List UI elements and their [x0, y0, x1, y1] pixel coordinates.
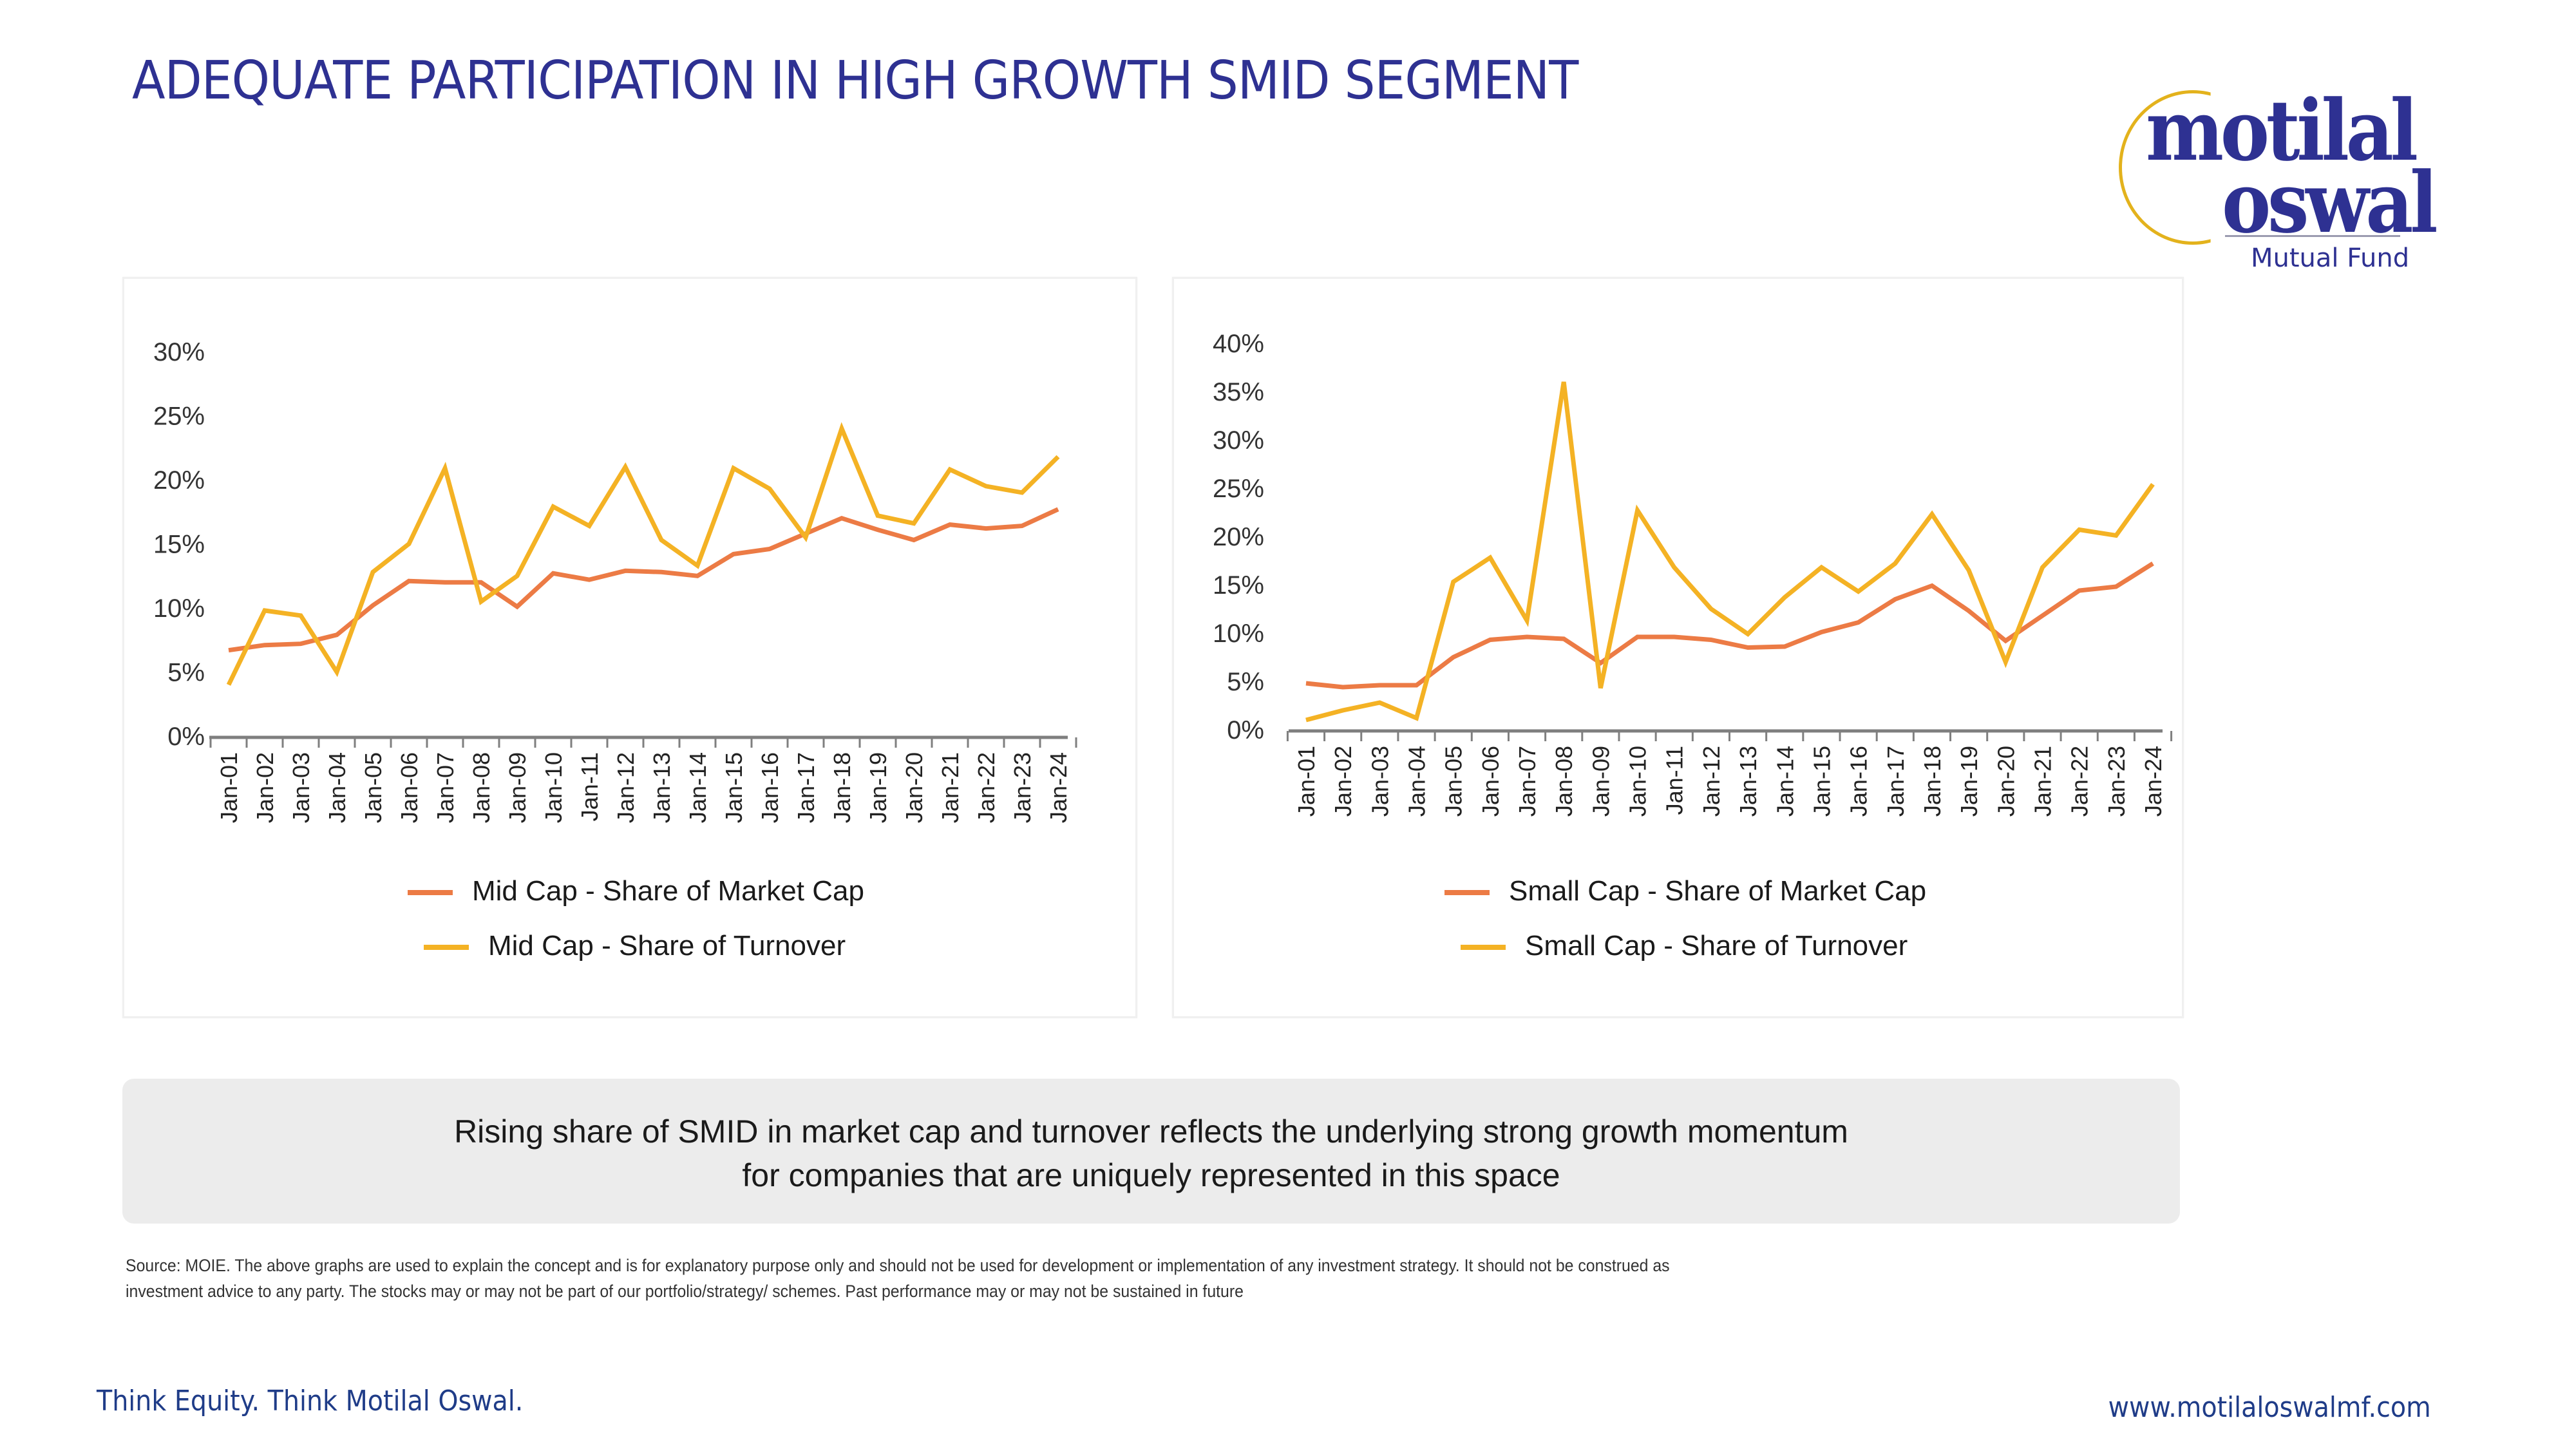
y-tick-label: 15% — [1213, 571, 1264, 600]
x-tick-label: Jan-02 — [252, 752, 278, 823]
y-tick-label: 30% — [153, 338, 205, 366]
y-tick-label: 25% — [1213, 475, 1264, 503]
small-cap-chart-panel: 0% 5% 10% 15% 20% 25% 30% 35% 40% Jan-01 Jan-02 Jan… — [1172, 277, 2184, 1018]
x-tick-label: Jan-23 — [1009, 752, 1036, 823]
logo-wordmark-line1: motilal — [2146, 81, 2418, 180]
x-tick-label: Jan-17 — [1882, 746, 1909, 817]
y-tick-label: 15% — [153, 531, 205, 559]
x-tick-label: Jan-19 — [865, 752, 891, 823]
x-tick-label: Jan-22 — [973, 752, 999, 823]
y-tick-label: 10% — [153, 594, 205, 623]
logo-divider — [2225, 235, 2400, 237]
x-tick-label: Jan-08 — [468, 752, 495, 823]
y-tick-label: 40% — [1213, 330, 1264, 358]
x-tick-label: Jan-07 — [432, 752, 459, 823]
x-tick-label: Jan-11 — [576, 752, 603, 821]
x-tick-label: Jan-19 — [1956, 746, 1982, 817]
x-tick-label: Jan-17 — [793, 752, 819, 823]
x-tick-label: Jan-13 — [1735, 746, 1761, 817]
market-cap-series-line — [228, 507, 1059, 653]
x-tick-label: Jan-24 — [1045, 752, 1072, 823]
legend-label: Small Cap - Share of Market Cap — [1509, 875, 1926, 907]
x-tick-label: Jan-22 — [2067, 746, 2093, 817]
market-cap-series-line — [1305, 562, 2154, 690]
x-tick-label: Jan-06 — [1477, 746, 1504, 817]
x-tick-label: Jan-15 — [1808, 746, 1835, 817]
y-tick-label: 20% — [153, 466, 205, 495]
disclaimer-line-1: Source: MOIE. The above graphs are used … — [126, 1256, 1670, 1275]
x-tick-label: Jan-05 — [1441, 746, 1467, 817]
x-tick-label: Jan-03 — [1367, 746, 1393, 817]
x-tick-label: Jan-08 — [1551, 746, 1577, 817]
x-tick-label: Jan-12 — [1698, 746, 1725, 817]
x-tick-label: Jan-18 — [1919, 746, 1946, 817]
x-tick-label: Jan-02 — [1330, 746, 1356, 817]
company-logo: motilal oswal Mutual Fund — [2112, 71, 2524, 283]
key-takeaway-callout: Rising share of SMID in market cap and t… — [122, 1079, 2180, 1224]
turnover-series-line — [226, 422, 1060, 686]
x-tick-label: Jan-09 — [504, 752, 531, 823]
x-tick-label: Jan-21 — [2029, 746, 2056, 817]
logo-subtitle: Mutual Fund — [2251, 243, 2410, 273]
x-tick-label: Jan-24 — [2140, 746, 2166, 817]
x-tick-label: Jan-14 — [685, 752, 711, 823]
x-tick-label: Jan-03 — [288, 752, 314, 823]
callout-line-2: for companies that are uniquely represen… — [742, 1157, 1560, 1193]
legend-label: Mid Cap - Share of Turnover — [488, 930, 846, 961]
x-tick-label: Jan-11 — [1662, 746, 1688, 815]
mid-cap-chart: 0% 5% 10% 15% 20% 25% 30% Jan-01 Jan-02 Jan-03 Jan… — [153, 338, 1077, 961]
x-tick-label: Jan-10 — [540, 752, 567, 823]
y-tick-label: 30% — [1213, 426, 1264, 455]
x-tick-label: Jan-18 — [829, 752, 855, 823]
x-tick-label: Jan-01 — [1293, 746, 1320, 817]
x-tick-label: Jan-16 — [757, 752, 783, 823]
legend-label: Small Cap - Share of Turnover — [1525, 930, 1908, 961]
x-tick-label: Jan-20 — [1993, 746, 2019, 817]
y-tick-label: 20% — [1213, 523, 1264, 551]
x-tick-label: Jan-12 — [612, 752, 639, 823]
x-tick-label: Jan-09 — [1587, 746, 1614, 817]
x-tick-label: Jan-16 — [1846, 746, 1872, 817]
y-tick-label: 35% — [1213, 378, 1264, 406]
y-tick-label: 5% — [167, 659, 205, 687]
turnover-series-line — [1305, 381, 2155, 723]
x-tick-label: Jan-21 — [937, 752, 963, 823]
footer-tagline: Think Equity. Think Motilal Oswal. — [97, 1385, 524, 1417]
slide-title: ADEQUATE PARTICIPATION IN HIGH GROWTH SM… — [132, 50, 1578, 111]
x-tick-label: Jan-04 — [324, 752, 350, 823]
x-tick-label: Jan-10 — [1625, 746, 1651, 817]
x-tick-label: Jan-13 — [649, 752, 675, 823]
y-tick-label: 0% — [1227, 716, 1264, 744]
x-tick-label: Jan-01 — [216, 752, 242, 823]
mid-cap-chart-panel: 0% 5% 10% 15% 20% 25% 30% Jan-01 Jan-02 Jan-03 Jan… — [122, 277, 1137, 1018]
x-tick-label: Jan-20 — [901, 752, 927, 823]
x-tick-label: Jan-06 — [396, 752, 422, 823]
x-tick-label: Jan-14 — [1772, 746, 1798, 817]
footer-website-link[interactable]: www.motilaloswalmf.com — [2108, 1391, 2431, 1424]
x-tick-label: Jan-05 — [360, 752, 386, 823]
x-tick-label: Jan-15 — [721, 752, 747, 823]
legend-label: Mid Cap - Share of Market Cap — [472, 875, 864, 907]
disclaimer-line-2: investment advice to any party. The stoc… — [126, 1282, 1244, 1301]
x-tick-label: Jan-23 — [2103, 746, 2130, 817]
x-tick-label: Jan-07 — [1514, 746, 1540, 817]
small-cap-chart: 0% 5% 10% 15% 20% 25% 30% 35% 40% Jan-01 Jan-02 Jan… — [1213, 330, 2173, 961]
logo-wordmark-line2: oswal — [2222, 153, 2438, 252]
callout-line-1: Rising share of SMID in market cap and t… — [454, 1113, 1848, 1150]
y-tick-label: 5% — [1227, 668, 1264, 696]
source-disclaimer: Source: MOIE. The above graphs are used … — [126, 1253, 2051, 1304]
y-tick-label: 10% — [1213, 620, 1264, 648]
x-tick-label: Jan-04 — [1404, 746, 1430, 817]
y-tick-label: 25% — [153, 402, 205, 431]
y-tick-label: 0% — [167, 723, 205, 751]
